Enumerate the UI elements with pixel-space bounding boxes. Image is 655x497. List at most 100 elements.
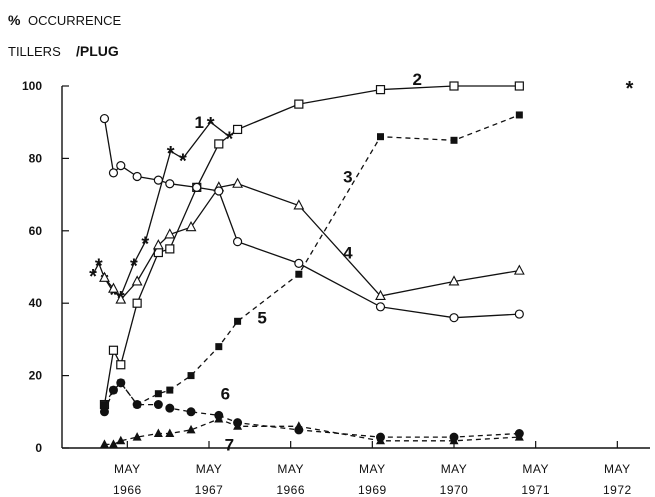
data-point-square-filled xyxy=(295,270,303,278)
data-point-circle-open xyxy=(192,182,202,192)
series-6 xyxy=(99,378,524,442)
data-point-circle-open xyxy=(514,309,524,319)
data-point-square-filled xyxy=(187,372,195,380)
x-tick-month: MAY xyxy=(359,462,386,476)
data-point-square-open xyxy=(116,360,126,370)
data-point-circle-open xyxy=(99,113,110,124)
data-point-square-open xyxy=(132,298,142,308)
data-point-square-open xyxy=(232,124,243,135)
data-point-circle-open xyxy=(232,237,243,247)
data-point-triangle-open xyxy=(185,221,197,232)
x-tick-year: 1966 xyxy=(113,483,142,497)
series-label-1: 1 xyxy=(194,113,203,132)
series-label-4: 4 xyxy=(343,244,353,263)
data-point-triangle-filled xyxy=(214,414,224,423)
x-tick-month: MAY xyxy=(196,462,223,476)
x-tick-month: MAY xyxy=(114,462,141,476)
y-tick-label: 80 xyxy=(29,151,43,165)
data-point-circle-open xyxy=(108,168,119,178)
series-4 xyxy=(99,113,524,323)
x-ticks: MAY 1966 MAY 1967 MAY 1966 MAY 1969 MAY 1970 MAY 19… xyxy=(113,441,632,497)
data-point-triangle-open xyxy=(115,293,127,304)
data-point-star: * xyxy=(207,114,215,136)
series-3 xyxy=(99,177,525,304)
data-point-square-filled xyxy=(515,111,523,119)
x-tick-year: 1967 xyxy=(195,483,224,497)
data-point-circle-open xyxy=(132,171,142,182)
series-7 xyxy=(99,414,524,448)
data-point-triangle-open xyxy=(164,228,176,239)
data-point-circle-filled xyxy=(108,385,118,395)
series-label-2: 2 xyxy=(413,70,422,89)
y-tick-label: 40 xyxy=(29,296,43,310)
series-label-5: 5 xyxy=(257,309,266,328)
data-point-square-open xyxy=(108,345,119,355)
data-point-square-open xyxy=(514,81,524,91)
data-point-square-open xyxy=(165,244,175,254)
series-5 xyxy=(100,111,523,409)
data-point-circle-open xyxy=(165,179,175,189)
series-2 xyxy=(99,81,524,410)
x-tick-month: MAY xyxy=(604,462,631,476)
data-point-triangle-open xyxy=(108,282,119,293)
data-point-triangle-open xyxy=(375,289,386,301)
data-point-star: * xyxy=(89,266,97,288)
data-point-triangle-filled xyxy=(153,428,163,438)
data-point-circle-open xyxy=(449,313,459,323)
y-label-per-plug: /PLUG xyxy=(76,43,119,59)
y-label-tillers: TILLERS xyxy=(8,44,61,59)
data-point-triangle-open xyxy=(513,264,525,275)
data-point-triangle-filled xyxy=(514,432,524,441)
data-point-circle-filled xyxy=(186,407,196,417)
data-point-star: * xyxy=(141,234,149,256)
data-point-circle-open xyxy=(116,161,126,171)
data-point-triangle-filled xyxy=(186,424,196,434)
series-label-3: 3 xyxy=(343,168,352,187)
data-point-square-open xyxy=(294,99,304,109)
y-ticks: 0 20 40 60 80 100 xyxy=(22,79,69,455)
data-point-square-open xyxy=(214,139,224,149)
data-point-star: * xyxy=(226,129,234,151)
data-point-square-filled xyxy=(377,133,384,141)
y-tick-label: 20 xyxy=(29,369,43,383)
data-point-square-filled xyxy=(100,401,108,409)
data-point-circle-open xyxy=(214,186,224,196)
data-point-star: * xyxy=(167,143,175,165)
data-point-triangle-open xyxy=(131,275,143,286)
x-tick-year: 1970 xyxy=(440,483,469,497)
data-point-triangle-filled xyxy=(108,439,118,448)
series-group: *********** xyxy=(89,81,525,448)
data-point-circle-open xyxy=(153,175,163,185)
data-point-triangle-filled xyxy=(132,432,142,441)
y-tick-label: 0 xyxy=(35,441,42,455)
series-label-7: 7 xyxy=(225,435,234,454)
y-tick-label: 100 xyxy=(22,79,42,93)
data-point-square-filled xyxy=(215,343,223,351)
data-point-circle-filled xyxy=(165,403,175,413)
data-point-triangle-filled xyxy=(165,428,175,438)
data-point-square-filled xyxy=(450,136,458,144)
annotations-group: 1 2 3 4 5 6 7 * xyxy=(194,70,633,455)
x-tick-month: MAY xyxy=(277,462,304,476)
data-point-star: * xyxy=(95,255,103,277)
data-point-square-filled xyxy=(234,317,242,325)
x-tick-year: 1972 xyxy=(603,483,632,497)
data-point-triangle-filled xyxy=(116,435,126,445)
data-point-star: * xyxy=(130,255,138,277)
data-point-circle-filled xyxy=(99,407,109,417)
data-point-star: * xyxy=(179,150,187,172)
series-1: *********** xyxy=(89,114,233,310)
y-tick-label: 60 xyxy=(29,224,43,238)
x-tick-year: 1971 xyxy=(521,483,550,497)
x-tick-month: MAY xyxy=(522,462,549,476)
data-point-triangle-open xyxy=(293,199,305,210)
data-point-square-filled xyxy=(154,390,162,398)
series-line-1 xyxy=(92,121,230,297)
data-point-star: * xyxy=(110,284,118,306)
data-point-triangle-open xyxy=(99,271,110,282)
y-label-symbol: % xyxy=(8,12,21,28)
data-point-triangle-open xyxy=(232,177,243,188)
data-point-square-open xyxy=(375,85,386,95)
x-tick-year: 1969 xyxy=(358,483,387,497)
